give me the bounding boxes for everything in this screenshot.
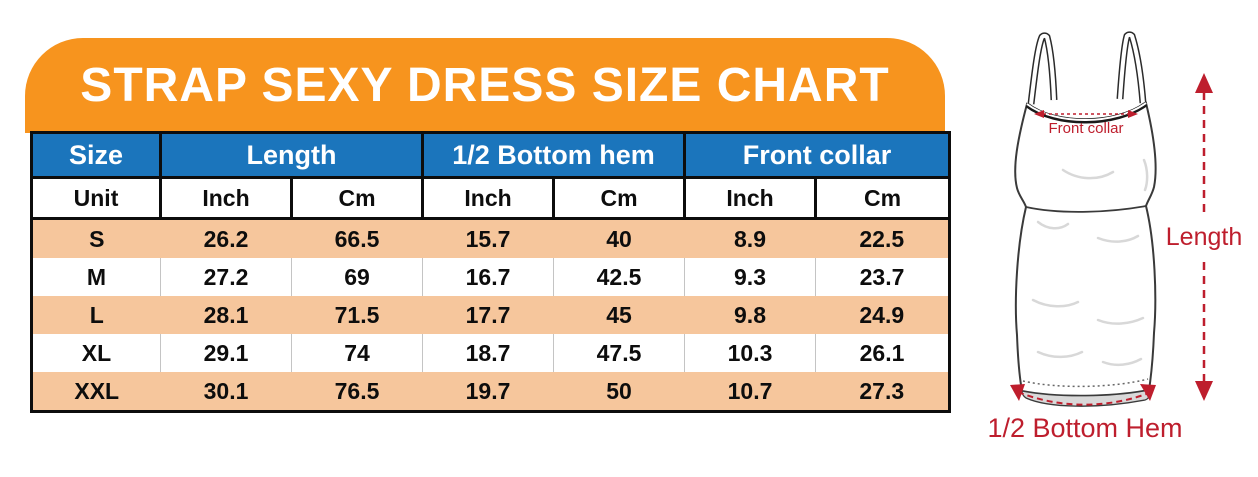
value-cell: 28.1 [160, 296, 292, 334]
value-cell: 16.7 [422, 258, 555, 296]
value-cell: 23.7 [815, 258, 950, 296]
dress-body-outline [1014, 101, 1157, 397]
unit-cell: Inch [160, 177, 293, 220]
size-cell: M [31, 258, 161, 296]
size-cell: XL [31, 334, 161, 372]
value-cell: 42.5 [553, 258, 686, 296]
length-arrow [1195, 73, 1213, 401]
value-cell: 9.3 [684, 258, 817, 296]
unit-cell: Cm [553, 177, 687, 220]
value-cell: 17.7 [422, 296, 554, 334]
value-cell: 22.5 [815, 218, 950, 258]
size-row-l: L 28.1 71.5 17.7 45 9.8 24.9 [31, 296, 950, 334]
value-cell: 9.8 [684, 296, 816, 334]
value-cell: 69 [291, 258, 424, 296]
value-cell: 10.7 [684, 372, 816, 412]
size-table: Size Length 1/2 Bottom hem Front collar … [30, 131, 952, 413]
neckline [1025, 101, 1148, 124]
col-header-length: Length [160, 132, 425, 179]
unit-cell: Inch [684, 177, 818, 220]
size-row-xxl: XXL 30.1 76.5 19.7 50 10.7 27.3 [31, 372, 950, 412]
col-header-bottom-hem: 1/2 Bottom hem [422, 132, 687, 179]
col-header-size: Size [31, 132, 162, 179]
value-cell: 8.9 [684, 218, 816, 258]
value-cell: 30.1 [160, 372, 292, 412]
value-cell: 15.7 [422, 218, 554, 258]
size-row-xl: XL 29.1 74 18.7 47.5 10.3 26.1 [31, 334, 950, 372]
front-collar-label: Front collar [1048, 120, 1123, 137]
value-cell: 71.5 [291, 296, 423, 334]
bottom-hem-arrow [1010, 384, 1156, 406]
value-cell: 76.5 [291, 372, 423, 412]
bottom-hem-label: 1/2 Bottom Hem [987, 413, 1182, 443]
value-cell: 40 [553, 218, 685, 258]
value-cell: 26.1 [815, 334, 950, 372]
length-label: Length [1166, 223, 1242, 251]
value-cell: 74 [291, 334, 424, 372]
value-cell: 66.5 [291, 218, 423, 258]
right-strap [1116, 31, 1147, 104]
value-cell: 19.7 [422, 372, 554, 412]
value-cell: 29.1 [160, 334, 292, 372]
size-row-m: M 27.2 69 16.7 42.5 9.3 23.7 [31, 258, 950, 296]
page-title: STRAP SEXY DRESS SIZE CHART [80, 59, 890, 112]
header-row: Size Length 1/2 Bottom hem Front collar [31, 132, 950, 179]
size-chart-banner: STRAP SEXY DRESS SIZE CHART [25, 38, 945, 133]
size-cell: S [31, 218, 161, 258]
unit-cell: Cm [291, 177, 425, 220]
left-strap [1027, 32, 1058, 105]
dress-illustration: Front collar Length 1/2 Bottom Hem [948, 0, 1258, 477]
size-cell: L [31, 296, 161, 334]
value-cell: 27.3 [815, 372, 950, 412]
unit-cell: Inch [422, 177, 556, 220]
value-cell: 18.7 [422, 334, 555, 372]
unit-cell: Cm [815, 177, 950, 220]
front-collar-arrow [1034, 110, 1138, 118]
size-row-s: S 26.2 66.5 15.7 40 8.9 22.5 [31, 218, 950, 258]
value-cell: 50 [553, 372, 685, 412]
value-cell: 24.9 [815, 296, 950, 334]
waist-seam-line [1025, 205, 1147, 213]
value-cell: 27.2 [160, 258, 292, 296]
value-cell: 26.2 [160, 218, 292, 258]
dress-diagram-svg: Front collar Length 1/2 Bottom Hem [987, 31, 1242, 443]
size-cell: XXL [31, 372, 161, 412]
value-cell: 10.3 [684, 334, 817, 372]
value-cell: 45 [553, 296, 685, 334]
col-header-front-collar: Front collar [684, 132, 950, 179]
value-cell: 47.5 [553, 334, 686, 372]
unit-cell: Unit [31, 177, 162, 220]
unit-row: Unit Inch Cm Inch Cm Inch Cm [31, 177, 950, 220]
fabric-wrinkle-lines [1031, 158, 1149, 367]
